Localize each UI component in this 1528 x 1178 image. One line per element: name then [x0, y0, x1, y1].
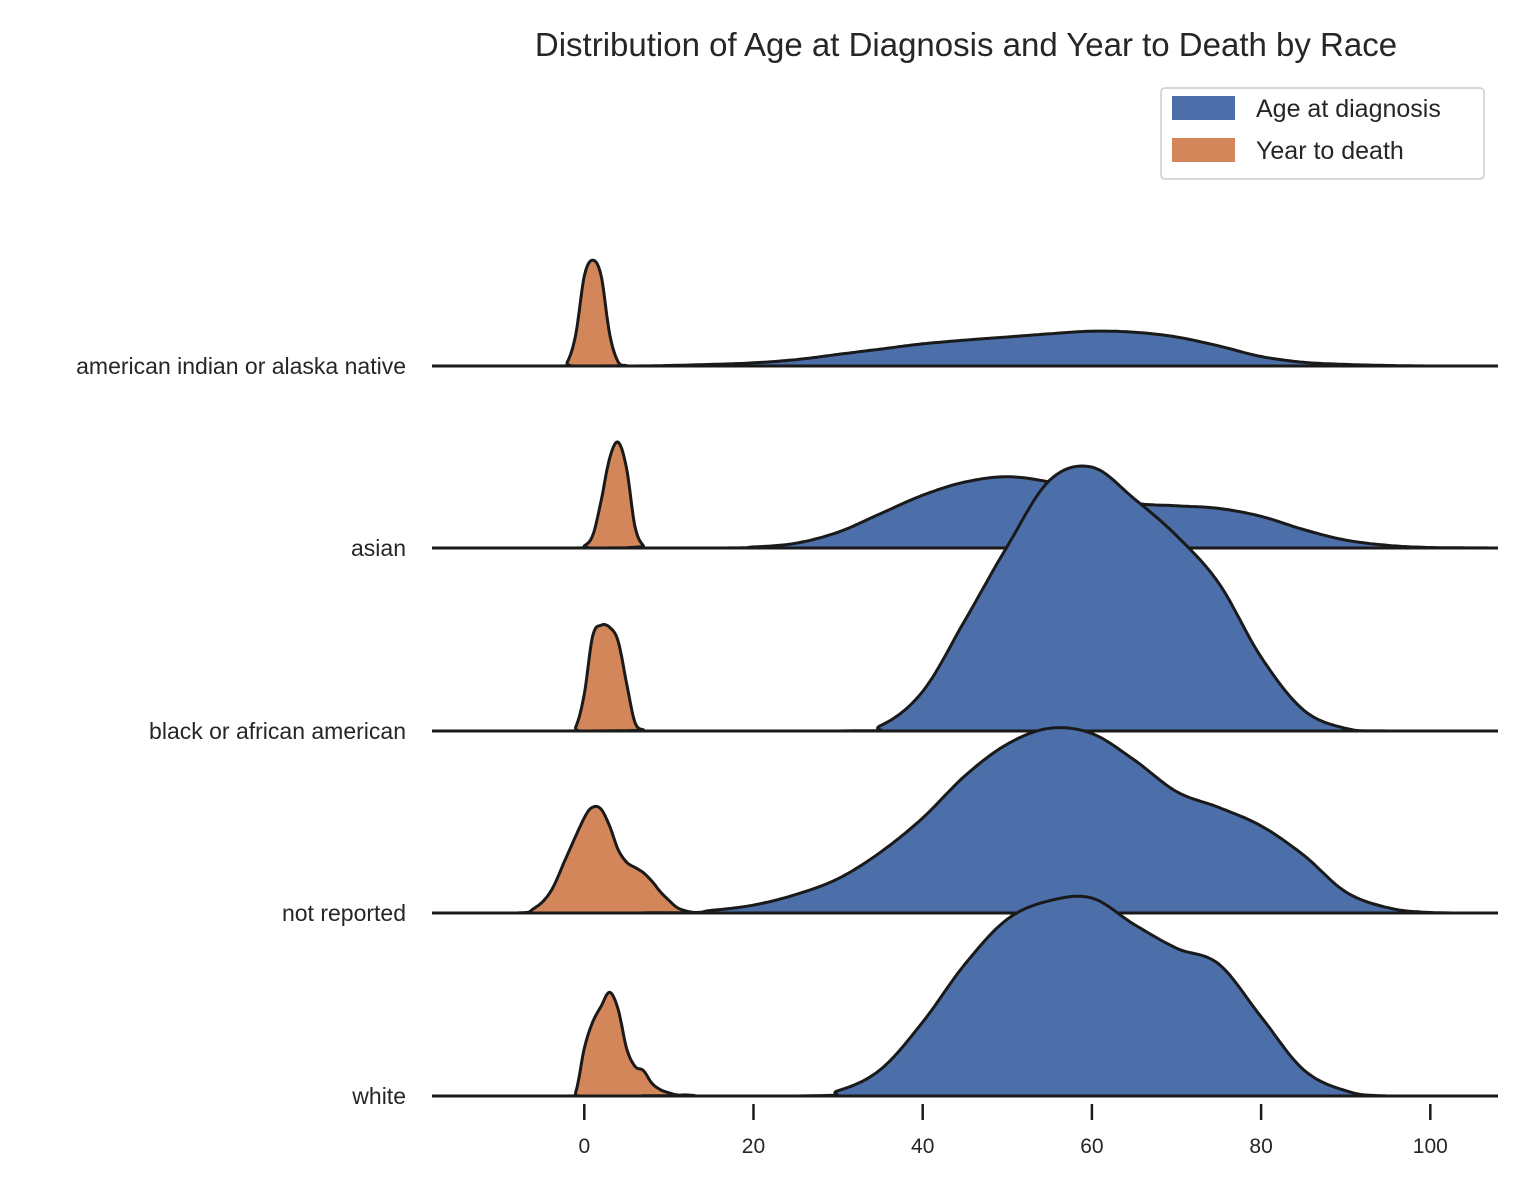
age-at-diagnosis-density-fill: [432, 476, 1498, 548]
legend-swatch: [1172, 138, 1235, 162]
row-label: asian: [351, 535, 406, 561]
ridge-row: [432, 258, 1498, 368]
ridges-group: [432, 258, 1498, 1098]
row-label: white: [351, 1083, 406, 1109]
ridge-row: [432, 894, 1498, 1098]
ridge-row: [432, 464, 1498, 733]
age-at-diagnosis-density-outline: [432, 464, 1498, 733]
age-at-diagnosis-density-fill: [432, 896, 1498, 1096]
age-at-diagnosis-density-outline: [432, 726, 1498, 915]
x-tick-label: 20: [742, 1135, 765, 1158]
x-axis: 0 20 40 60 80 100: [578, 1104, 1448, 1158]
row-labels-group: american indian or alaska native asian bla…: [76, 353, 406, 1109]
legend-swatch: [1172, 96, 1235, 120]
ridge-row: [432, 726, 1498, 915]
x-tick-label: 100: [1413, 1135, 1448, 1158]
legend: Age at diagnosis Year to death: [1160, 87, 1485, 180]
age-at-diagnosis-density-fill: [432, 331, 1498, 366]
x-tick-label: 60: [1080, 1135, 1103, 1158]
legend-label: Year to death: [1256, 137, 1404, 165]
x-tick-label: 0: [578, 1135, 590, 1158]
year-to-death-density-outline: [432, 804, 1498, 915]
age-at-diagnosis-density-fill: [432, 466, 1498, 731]
age-at-diagnosis-density-outline: [432, 329, 1498, 368]
row-label: american indian or alaska native: [76, 353, 406, 379]
row-label: not reported: [282, 900, 406, 926]
chart-title: Distribution of Age at Diagnosis and Yea…: [535, 26, 1397, 63]
x-tick-label: 80: [1249, 1135, 1272, 1158]
legend-frame: [1160, 87, 1485, 180]
x-tick-label: 40: [911, 1135, 934, 1158]
age-at-diagnosis-density-outline: [432, 894, 1498, 1098]
age-at-diagnosis-density-fill: [432, 727, 1498, 913]
ridge-row: [432, 440, 1498, 550]
legend-label: Age at diagnosis: [1256, 95, 1441, 123]
row-label: black or african american: [149, 718, 406, 744]
